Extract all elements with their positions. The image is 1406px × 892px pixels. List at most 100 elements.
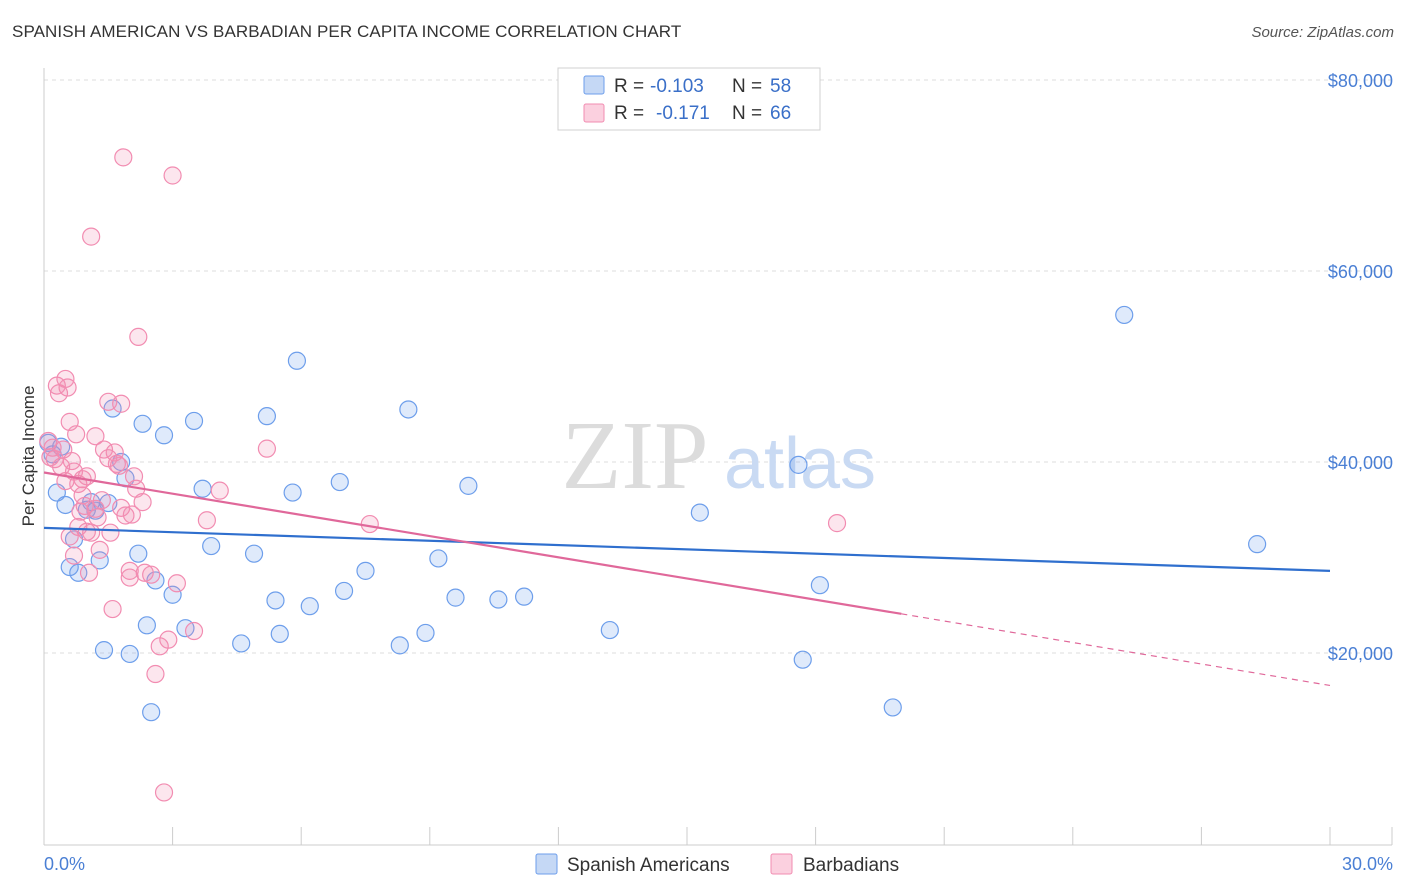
spanish-point-6 — [69, 563, 88, 582]
barbadian-point-41 — [120, 561, 139, 580]
spanish-point-31 — [266, 591, 285, 610]
spanish-point-43 — [446, 588, 465, 607]
x-tick-label-start: 0.0% — [44, 854, 85, 874]
y-axis-title: Per Capita Income — [19, 386, 38, 527]
barbadian-point-55 — [184, 621, 204, 641]
spanish-point-29 — [244, 544, 264, 563]
legend-swatch-blue — [583, 75, 605, 95]
spanish-point-23 — [163, 585, 182, 604]
y-tick-label-60000: $60,000 — [1328, 262, 1393, 282]
barbadian-point-47 — [133, 493, 152, 512]
barbadian-point-39 — [114, 148, 133, 167]
spanish-point-45 — [489, 590, 508, 609]
barbadian-point-64 — [135, 563, 154, 582]
barbadian-point-58 — [257, 439, 277, 458]
spanish-point-39 — [390, 636, 409, 655]
barbadian-point-40 — [116, 506, 135, 525]
spanish-point-20 — [142, 703, 161, 722]
barbadian-point-53 — [163, 166, 182, 185]
legend-n-label-1: N = — [732, 76, 762, 97]
barbadian-point-14 — [67, 425, 86, 444]
spanish-point-53 — [1115, 305, 1134, 325]
barbadian-point-49 — [146, 664, 165, 684]
spanish-point-42 — [429, 549, 448, 568]
spanish-point-33 — [283, 483, 302, 502]
spanish-point-41 — [416, 623, 435, 643]
spanish-point-3 — [56, 495, 75, 515]
x-tick-labels: 0.0% 30.0% — [44, 854, 1393, 874]
axes — [43, 68, 1393, 846]
spanish-point-38 — [356, 561, 375, 580]
spanish-point-16 — [120, 644, 139, 664]
source-label: Source: ZipAtlas.com — [1251, 24, 1394, 41]
legend-n-value-1: 58 — [770, 76, 791, 97]
barbadian-point-46 — [129, 327, 148, 346]
spanish-point-18 — [133, 414, 152, 433]
barbadian-point-62 — [60, 527, 79, 546]
barbadian-point-28 — [90, 540, 109, 559]
legend: R = -0.103 N = 58 R = -0.171 N = 66 — [557, 67, 821, 131]
spanish-point-46 — [515, 587, 534, 606]
x-tick-label-end: 30.0% — [1342, 854, 1393, 874]
barbadian-point-37 — [112, 394, 131, 413]
bottom-legend-swatch-spanish — [535, 853, 558, 875]
legend-r-label-2: R = — [614, 103, 644, 124]
spanish-point-34 — [287, 351, 307, 370]
y-tick-label-20000: $20,000 — [1328, 644, 1393, 664]
barbadian-point-34 — [105, 443, 124, 462]
grid-lines — [44, 79, 1392, 654]
spanish-point-32 — [270, 624, 289, 644]
barbadian-point-43 — [122, 505, 141, 524]
barbadian-point-33 — [103, 599, 122, 619]
barbadian-point-57 — [210, 481, 229, 500]
legend-n-label-2: N = — [732, 103, 762, 124]
legend-n-value-2: 66 — [770, 103, 791, 124]
barbadian-point-29 — [94, 440, 114, 459]
barbadian-point-51 — [154, 783, 174, 802]
y-tick-label-40000: $40,000 — [1328, 453, 1393, 473]
legend-r-value-1: -0.103 — [650, 76, 704, 97]
barbadian-point-59 — [360, 514, 379, 534]
y-tick-label-80000: $80,000 — [1328, 71, 1393, 91]
spanish-point-27 — [202, 536, 221, 556]
spanish-point-26 — [193, 479, 212, 498]
spanish-point-28 — [232, 634, 251, 653]
barbadian-point-9 — [58, 378, 77, 397]
legend-r-label-1: R = — [614, 76, 644, 97]
spanish-point-10 — [90, 551, 109, 570]
legend-swatch-pink — [583, 103, 605, 123]
barbadian-point-42 — [120, 568, 139, 587]
barbadian-point-63 — [92, 491, 111, 510]
barbadian-point-54 — [167, 574, 186, 593]
barbadian-point-61 — [41, 448, 60, 467]
spanish-point-51 — [810, 576, 829, 595]
spanish-point-22 — [154, 426, 174, 445]
bottom-legend: Spanish Americans Barbadians — [535, 853, 899, 876]
spanish-point-25 — [184, 411, 204, 431]
spanish-point-35 — [300, 597, 319, 616]
barbadian-point-36 — [109, 456, 129, 475]
barbadian-point-23 — [82, 227, 101, 246]
barbadian-trend-extension — [901, 613, 1331, 687]
spanish-point-52 — [883, 698, 902, 717]
barbadian-point-48 — [142, 565, 161, 584]
spanish-point-50 — [793, 650, 812, 669]
barbadian-point-19 — [75, 496, 94, 516]
spanish-point-36 — [330, 472, 349, 492]
spanish-point-40 — [399, 400, 418, 419]
spanish-trend-line — [43, 526, 1331, 572]
barbadian-point-13 — [64, 546, 84, 565]
spanish-point-44 — [459, 476, 478, 495]
chart-title: SPANISH AMERICAN VS BARBADIAN PER CAPITA… — [12, 22, 682, 41]
spanish-point-30 — [257, 407, 277, 426]
watermark-zip: ZIP — [562, 402, 709, 510]
spanish-point-54 — [1248, 535, 1267, 554]
barbadian-point-22 — [79, 563, 99, 582]
bottom-legend-swatch-barbadian — [770, 853, 793, 875]
legend-r-value-2: -0.171 — [656, 103, 710, 124]
spanish-point-37 — [334, 581, 354, 601]
watermark-atlas: atlas — [724, 424, 876, 504]
bottom-legend-label-spanish: Spanish Americans — [567, 855, 730, 876]
barbadian-point-24 — [82, 523, 101, 542]
